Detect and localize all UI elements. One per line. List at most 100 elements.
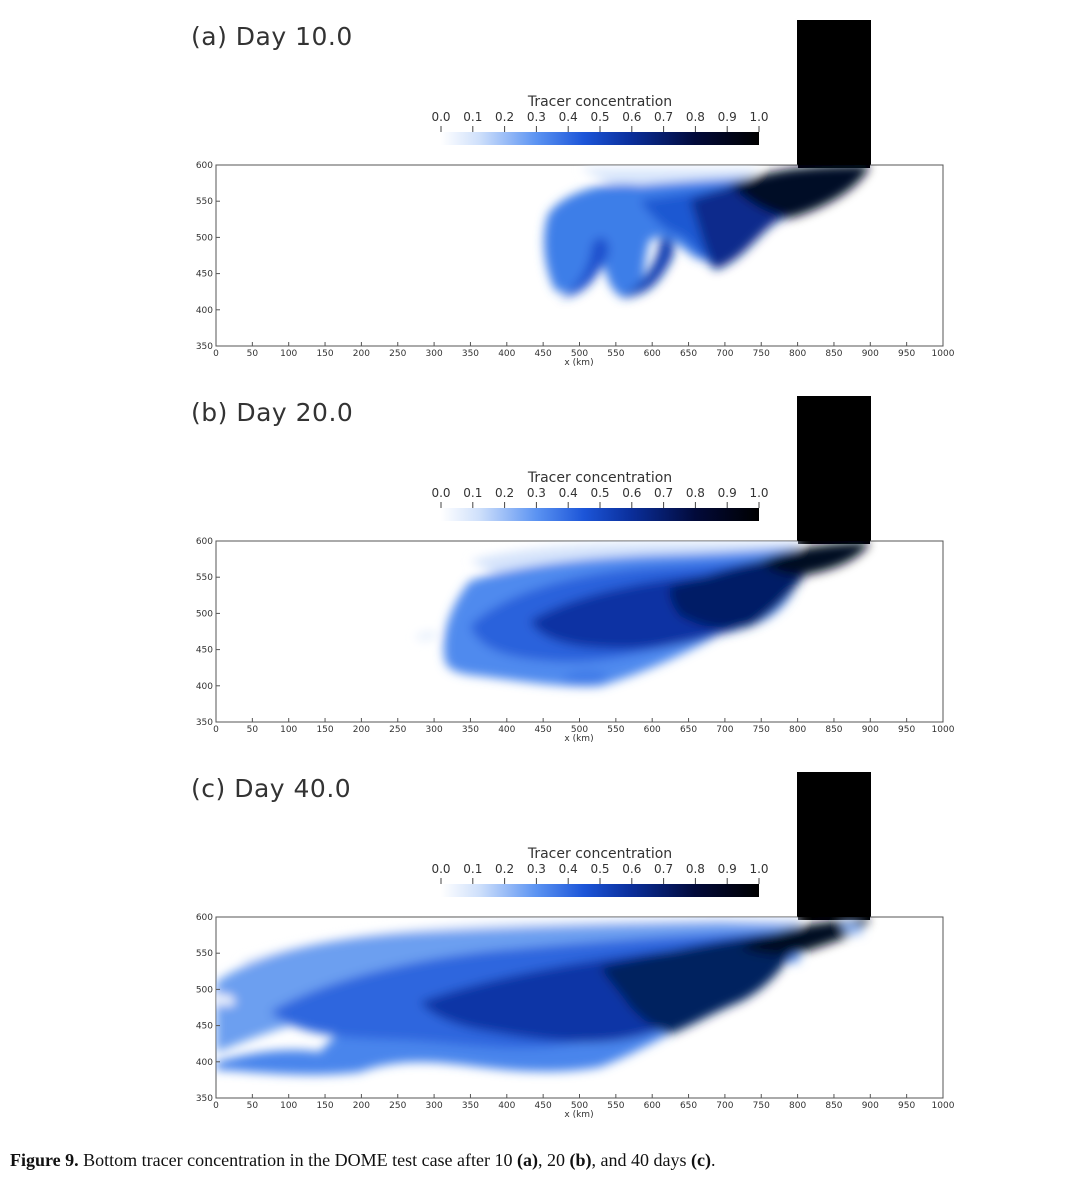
figure-caption: Figure 9. Bottom tracer concentration in… [10,1150,716,1171]
x-tick-label: 900 [862,1101,879,1111]
colorbar-tick-label: 0.1 [463,110,482,124]
colorbar-tick-label: 0.6 [622,862,641,876]
tracer-field [544,165,870,298]
colorbar-tick-label: 0.4 [559,486,578,500]
x-tick-label: 350 [462,349,479,359]
y-tick-label: 350 [196,718,213,728]
x-tick-label: 850 [825,349,842,359]
colorbar-tick-label: 0.8 [686,486,705,500]
x-tick-label: 650 [680,725,697,735]
colorbar-tick-label: 0.4 [559,862,578,876]
y-tick-label: 450 [196,270,213,280]
x-tick-label: 150 [316,725,333,735]
x-tick-label: 950 [898,349,915,359]
colorbar-tick-label: 0.7 [654,486,673,500]
colorbar-tick-label: 0.8 [686,862,705,876]
x-tick-label: 200 [353,349,370,359]
panel-a-plot: Tracer concentration 0.0 0.1 0.2 0.3 0.4 0.5 0… [196,20,955,368]
x-tick-label: 300 [426,349,443,359]
x-tick-label: 250 [389,1101,406,1111]
colorbar-title: Tracer concentration [527,846,672,862]
x-axis: 0 50 100 150 200 250 300 350 400 450 500 550 600 650 7… [213,718,955,735]
x-tick-label: 450 [535,1101,552,1111]
caption-ref-c: (c) [691,1150,711,1170]
colorbar-tick-label: 0.1 [463,486,482,500]
caption-text-1: Bottom tracer concentration in the DOME … [83,1150,518,1170]
x-tick-label: 750 [753,725,770,735]
y-axis: 350 400 450 500 550 600 [196,913,220,1104]
embayment [797,772,871,917]
x-tick-label: 50 [247,349,259,359]
y-tick-label: 450 [196,1022,213,1032]
x-axis: 0 50 100 150 200 250 300 350 400 450 500 550 600 650 7… [213,1094,955,1111]
x-tick-label: 550 [607,1101,624,1111]
x-tick-label: 0 [213,1101,219,1111]
y-tick-label: 350 [196,342,213,352]
y-tick-label: 350 [196,1094,213,1104]
y-tick-label: 400 [196,306,213,316]
panel-c-plot: Tracer concentration 0.0 0.1 0.2 0.3 0.4 0.5 0… [196,772,955,1120]
x-tick-label: 100 [280,725,297,735]
x-tick-label: 400 [498,349,515,359]
x-tick-label: 1000 [932,1101,955,1111]
y-tick-label: 500 [196,609,213,619]
embayment [797,396,871,541]
x-tick-label: 1000 [932,349,955,359]
x-tick-label: 650 [680,349,697,359]
x-tick-label: 350 [462,1101,479,1111]
x-tick-label: 800 [789,1101,806,1111]
panel-a: (a) Day 10.0 Tracer concentration 0.0 0.1… [0,0,1066,376]
colorbar-tick-label: 0.2 [495,862,514,876]
x-tick-label: 400 [498,725,515,735]
colorbar-tick-label: 0.3 [527,110,546,124]
colorbar-tick-label: 0.0 [431,110,450,124]
x-tick-label: 600 [644,1101,661,1111]
colorbar-tick-label: 1.0 [749,110,768,124]
panel-title: (b) Day 20.0 [191,398,354,427]
y-tick-label: 600 [196,161,213,171]
x-tick-label: 850 [825,1101,842,1111]
colorbar-tick-label: 0.5 [590,486,609,500]
colorbar-tick-label: 1.0 [749,486,768,500]
x-tick-label: 450 [535,349,552,359]
panel-b: (b) Day 20.0 Tracer concentration 0.0 0.1… [0,376,1066,752]
x-tick-label: 100 [280,349,297,359]
x-tick-label: 700 [716,349,733,359]
y-tick-label: 600 [196,913,213,923]
colorbar-tick-label: 0.3 [527,486,546,500]
x-tick-label: 500 [571,349,588,359]
colorbar-tick-label: 0.9 [718,486,737,500]
x-tick-label: 300 [426,725,443,735]
x-tick-label: 1000 [932,725,955,735]
panel-b-plot: Tracer concentration 0.0 0.1 0.2 0.3 0.4 0.5 0… [196,396,955,744]
colorbar-tick-label: 0.0 [431,862,450,876]
colorbar-title: Tracer concentration [527,94,672,110]
caption-ref-b: (b) [569,1150,592,1170]
caption-label: Figure 9. [10,1150,79,1170]
x-tick-label: 550 [607,725,624,735]
x-tick-label: 0 [213,349,219,359]
colorbar-ticks: 0.0 0.1 0.2 0.3 0.4 0.5 0.6 0.7 0.8 0.9 1.0 [431,862,769,884]
x-tick-label: 700 [716,1101,733,1111]
x-tick-label: 650 [680,1101,697,1111]
x-tick-label: 850 [825,725,842,735]
colorbar-tick-label: 0.8 [686,110,705,124]
x-tick-label: 900 [862,349,879,359]
colorbar-tick-label: 0.7 [654,862,673,876]
x-axis-label: x (km) [564,358,593,368]
colorbar-tick-label: 0.1 [463,862,482,876]
colorbar-ticks: 0.0 0.1 0.2 0.3 0.4 0.5 0.6 0.7 0.8 0.9 1.0 [431,486,769,508]
x-tick-label: 500 [571,1101,588,1111]
y-tick-label: 400 [196,682,213,692]
x-tick-label: 800 [789,349,806,359]
x-tick-label: 400 [498,1101,515,1111]
colorbar-tick-label: 0.9 [718,862,737,876]
x-tick-label: 500 [571,725,588,735]
x-tick-label: 350 [462,725,479,735]
colorbar-tick-label: 1.0 [749,862,768,876]
colorbar-tick-label: 0.2 [495,110,514,124]
y-tick-label: 450 [196,646,213,656]
x-tick-label: 550 [607,349,624,359]
y-tick-label: 500 [196,233,213,243]
colorbar-tick-label: 0.3 [527,862,546,876]
